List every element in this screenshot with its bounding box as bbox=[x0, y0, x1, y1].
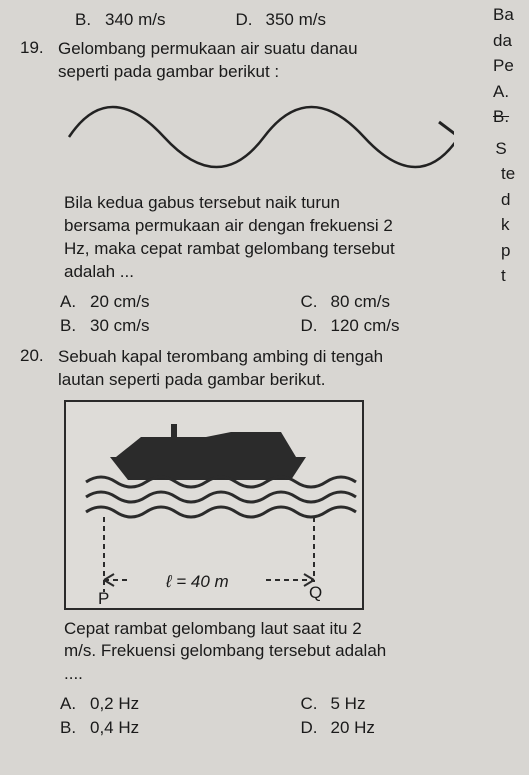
question-text-line: Sebuah kapal terombang ambing di tengah bbox=[58, 346, 521, 369]
option-label: A. bbox=[60, 694, 80, 714]
option-b: B. 30 cm/s bbox=[60, 316, 281, 336]
option-a: A. 0,2 Hz bbox=[60, 694, 281, 714]
cut-text: te bbox=[501, 161, 529, 187]
cut-text: Ba bbox=[493, 2, 529, 28]
question-text-line: .... bbox=[64, 663, 521, 686]
option-text: 30 cm/s bbox=[90, 316, 150, 336]
question-20-options: A. 0,2 Hz C. 5 Hz B. 0,4 Hz D. 20 Hz bbox=[60, 694, 521, 738]
option-label: B. bbox=[60, 718, 80, 738]
option-d: D. 350 m/s bbox=[235, 10, 325, 30]
option-text: 5 Hz bbox=[331, 694, 366, 714]
option-text: 350 m/s bbox=[265, 10, 325, 30]
question-text-line: adalah ... bbox=[64, 261, 521, 284]
option-text: 20 cm/s bbox=[90, 292, 150, 312]
option-b: B. 0,4 Hz bbox=[60, 718, 281, 738]
wave-diagram bbox=[64, 92, 454, 184]
question-body: Gelombang permukaan air suatu danau sepe… bbox=[58, 38, 521, 84]
cut-text: p bbox=[501, 238, 529, 264]
question-text-line: Bila kedua gabus tersebut naik turun bbox=[64, 192, 521, 215]
prev-question-options: B. 340 m/s D. 350 m/s bbox=[75, 10, 521, 30]
option-text: 340 m/s bbox=[105, 10, 165, 30]
option-a: A. 20 cm/s bbox=[60, 292, 281, 312]
question-text-line: Hz, maka cepat rambat gelombang tersebut bbox=[64, 238, 521, 261]
cut-text: 23. S bbox=[493, 136, 529, 162]
boat-svg: P Q ℓ = 40 m bbox=[66, 402, 362, 608]
option-label: D. bbox=[301, 316, 321, 336]
option-label: B. bbox=[75, 10, 95, 30]
question-text-line: Cepat rambat gelombang laut saat itu 2 bbox=[64, 618, 521, 641]
page: B. 340 m/s D. 350 m/s 19. Gelombang perm… bbox=[0, 0, 529, 758]
option-label: D. bbox=[235, 10, 255, 30]
question-text-line: Gelombang permukaan air suatu danau bbox=[58, 38, 521, 61]
question-text-line: seperti pada gambar berikut : bbox=[58, 61, 521, 84]
option-b: B. 340 m/s bbox=[75, 10, 165, 30]
question-20-continuation: Cepat rambat gelombang laut saat itu 2 m… bbox=[64, 618, 521, 687]
option-d: D. 120 cm/s bbox=[301, 316, 522, 336]
option-text: 0,2 Hz bbox=[90, 694, 139, 714]
option-c: C. 80 cm/s bbox=[301, 292, 522, 312]
boat-icon bbox=[110, 424, 306, 480]
question-20: 20. Sebuah kapal terombang ambing di ten… bbox=[20, 346, 521, 392]
question-number: 20. bbox=[20, 346, 48, 392]
option-text: 20 Hz bbox=[331, 718, 375, 738]
question-body: Sebuah kapal terombang ambing di tengah … bbox=[58, 346, 521, 392]
question-number: 19. bbox=[20, 38, 48, 84]
point-q-label: Q bbox=[309, 583, 322, 602]
option-text: 0,4 Hz bbox=[90, 718, 139, 738]
length-label: ℓ = 40 m bbox=[165, 572, 229, 591]
right-edge-cutoff: Ba da Pe A. B. 23. S te d k p t bbox=[493, 0, 529, 775]
cut-text: da bbox=[493, 28, 529, 54]
cut-text: A. bbox=[493, 79, 529, 105]
option-label: C. bbox=[301, 292, 321, 312]
question-19-continuation: Bila kedua gabus tersebut naik turun ber… bbox=[64, 192, 521, 284]
cut-text: k bbox=[501, 212, 529, 238]
option-text: 120 cm/s bbox=[331, 316, 400, 336]
boat-diagram: P Q ℓ = 40 m bbox=[64, 400, 364, 610]
option-text: 80 cm/s bbox=[331, 292, 391, 312]
question-text-line: lautan seperti pada gambar berikut. bbox=[58, 369, 521, 392]
option-label: D. bbox=[301, 718, 321, 738]
option-label: C. bbox=[301, 694, 321, 714]
cut-text: B. bbox=[493, 104, 529, 130]
option-d: D. 20 Hz bbox=[301, 718, 522, 738]
water-waves-icon bbox=[86, 477, 356, 517]
option-label: B. bbox=[60, 316, 80, 336]
cut-text: t bbox=[501, 263, 529, 289]
cut-text: d bbox=[501, 187, 529, 213]
option-c: C. 5 Hz bbox=[301, 694, 522, 714]
question-19: 19. Gelombang permukaan air suatu danau … bbox=[20, 38, 521, 84]
question-19-options: A. 20 cm/s C. 80 cm/s B. 30 cm/s D. 120 … bbox=[60, 292, 521, 336]
point-p-label: P bbox=[98, 589, 109, 608]
question-text-line: bersama permukaan air dengan frekuensi 2 bbox=[64, 215, 521, 238]
option-label: A. bbox=[60, 292, 80, 312]
question-text-line: m/s. Frekuensi gelombang tersebut adalah bbox=[64, 640, 521, 663]
cut-text: Pe bbox=[493, 53, 529, 79]
